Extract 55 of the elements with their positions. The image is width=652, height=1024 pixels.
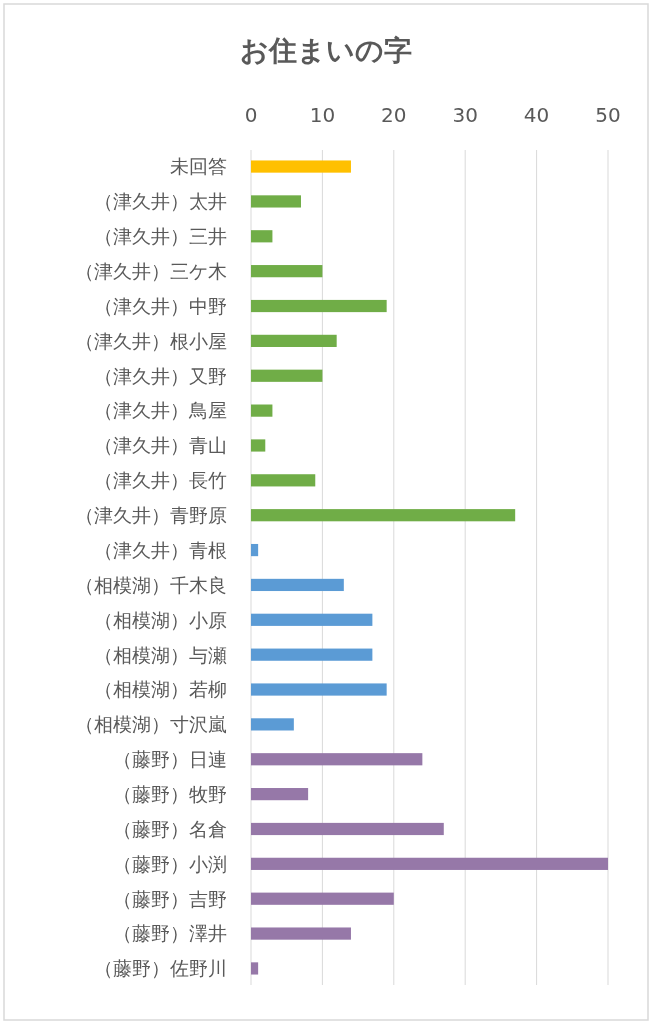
bar xyxy=(251,892,394,905)
chart-title: お住まいの字 xyxy=(240,34,412,67)
y-tick-label: （津久井）三井 xyxy=(94,225,227,248)
bar xyxy=(251,718,294,731)
bar xyxy=(251,439,266,452)
y-tick-label: （藤野）名倉 xyxy=(113,817,227,840)
y-tick-label: （津久井）太井 xyxy=(94,190,227,213)
bar xyxy=(251,543,259,557)
bar xyxy=(251,648,373,661)
bar xyxy=(251,613,373,626)
y-tick-label: （津久井）青野原 xyxy=(75,504,227,527)
y-tick-label: （津久井）又野 xyxy=(94,364,227,387)
y-tick-label: （藤野）佐野川 xyxy=(94,957,227,980)
y-tick-label: （津久井）青山 xyxy=(94,434,227,457)
bar xyxy=(251,927,351,940)
bar xyxy=(251,962,259,975)
bar xyxy=(251,369,323,382)
y-tick-label: （相模湖）寸沢嵐 xyxy=(75,713,227,736)
y-tick-label: （津久井）三ケ木 xyxy=(75,259,227,282)
bar xyxy=(251,578,344,592)
y-tick-label: （藤野）牧野 xyxy=(113,782,227,805)
bar xyxy=(251,474,316,487)
y-tick-label: （藤野）澤井 xyxy=(113,922,227,945)
y-tick-label: （藤野）小渕 xyxy=(113,852,227,875)
y-tick-label: （相模湖）千木良 xyxy=(75,573,227,596)
y-tick-label: （津久井）根小屋 xyxy=(75,329,227,352)
bar xyxy=(251,230,273,243)
x-tick-label: 40 xyxy=(523,103,550,127)
bar xyxy=(251,822,444,836)
x-tick-label: 10 xyxy=(309,103,336,127)
y-tick-label: （津久井）長竹 xyxy=(94,469,227,492)
x-tick-label: 50 xyxy=(595,103,621,127)
bar xyxy=(251,857,608,870)
bar xyxy=(251,753,423,766)
bar xyxy=(251,160,351,173)
bar xyxy=(251,299,387,313)
y-tick-label: （藤野）吉野 xyxy=(113,887,227,910)
y-tick-label: （津久井）中野 xyxy=(94,294,227,317)
y-tick-label: （相模湖）若柳 xyxy=(94,678,227,701)
y-tick-label: （藤野）日連 xyxy=(113,748,227,771)
x-tick-label: 30 xyxy=(452,103,478,127)
bar xyxy=(251,334,337,347)
y-tick-label: 未回答 xyxy=(170,155,227,178)
y-tick-label: （相模湖）小原 xyxy=(94,608,227,631)
bar xyxy=(251,265,323,278)
bar xyxy=(251,683,387,696)
y-tick-label: （津久井）鳥屋 xyxy=(94,399,227,422)
bar xyxy=(251,788,309,801)
bar xyxy=(251,195,301,208)
y-tick-label: （津久井）青根 xyxy=(94,538,227,561)
bar xyxy=(251,404,273,417)
x-tick-label: 20 xyxy=(381,103,407,127)
bar xyxy=(251,509,516,522)
x-tick-label: 0 xyxy=(244,103,258,127)
y-tick-label: （相模湖）与瀬 xyxy=(94,643,227,666)
